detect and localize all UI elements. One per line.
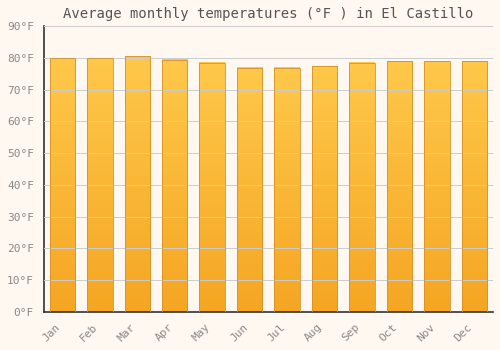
Bar	[350, 63, 374, 312]
Bar	[87, 58, 112, 312]
Bar	[124, 56, 150, 312]
Bar	[312, 66, 338, 312]
Bar	[162, 60, 188, 312]
Bar	[50, 58, 75, 312]
Bar	[462, 61, 487, 312]
Bar	[386, 61, 412, 312]
Bar	[237, 68, 262, 312]
Bar	[200, 63, 225, 312]
Bar	[424, 61, 450, 312]
Title: Average monthly temperatures (°F ) in El Castillo: Average monthly temperatures (°F ) in El…	[63, 7, 474, 21]
Bar	[274, 68, 300, 312]
